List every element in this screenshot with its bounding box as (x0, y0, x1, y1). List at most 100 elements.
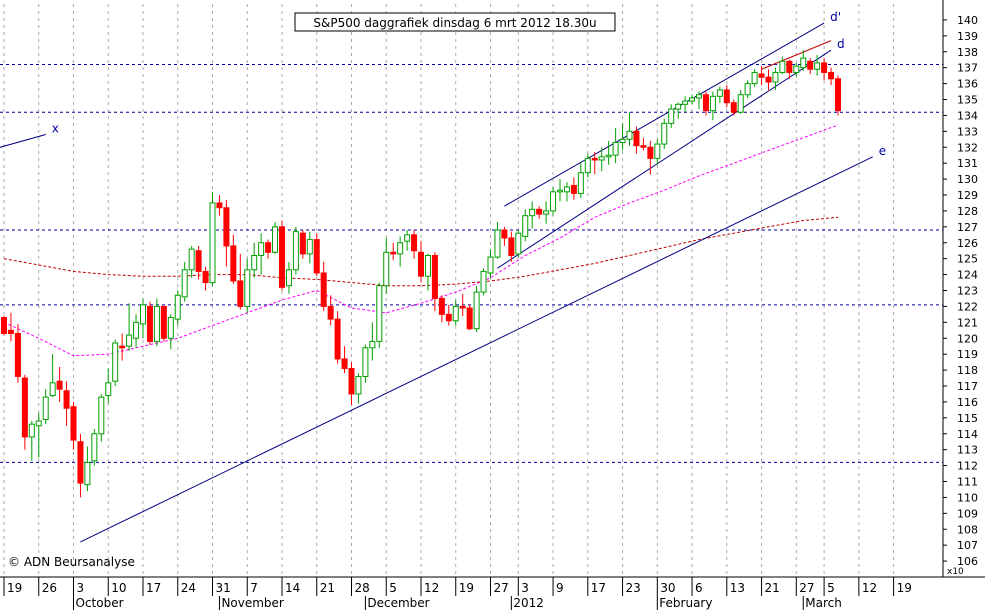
trendline-e (80, 156, 873, 543)
y-multiplier-label: x10 (947, 567, 964, 577)
candle-body (7, 329, 14, 334)
y-tick-label: 137 (957, 62, 978, 75)
y-tick-label: 134 (957, 109, 978, 122)
candle-body (807, 60, 814, 70)
y-tick-label: 136 (957, 78, 978, 91)
candle-body (362, 347, 369, 377)
candle-body (765, 76, 772, 83)
y-tick-label: 132 (957, 141, 978, 154)
candle-body (279, 226, 285, 288)
y-tick-label: 116 (957, 396, 978, 409)
candle-body (814, 62, 821, 70)
candle-body (251, 254, 258, 271)
chart-title-box (294, 12, 616, 32)
candle-body (563, 186, 570, 193)
candle-body (126, 334, 133, 347)
month-label: 2012 (513, 596, 544, 610)
y-tick-label: 125 (957, 253, 978, 266)
candle-body (244, 269, 251, 307)
candle-body (828, 71, 835, 80)
horizontal-support-resistance-lines (0, 63, 943, 463)
candle-body (306, 239, 313, 255)
candle-body (431, 254, 438, 299)
y-tick-label: 106 (957, 555, 978, 568)
candle-body (411, 234, 418, 252)
candle-body (779, 60, 786, 73)
candle-body (188, 248, 195, 271)
candle-body (56, 380, 63, 390)
y-tick-label: 127 (957, 221, 978, 234)
x-tick-label: 17 (146, 581, 161, 595)
candle-body (174, 294, 181, 320)
candle-body (689, 97, 696, 102)
candle-body (668, 108, 675, 124)
candle-body (230, 245, 237, 282)
x-tick-label: 10 (111, 581, 126, 595)
candle-body (835, 78, 841, 112)
candle-body (202, 270, 209, 284)
month-label: November (221, 596, 283, 610)
candle-body (355, 375, 362, 395)
month-label: October (76, 596, 124, 610)
trendlines: x e d' d (0, 10, 886, 543)
candle-body (63, 390, 70, 409)
x-tick-label: 19 (897, 581, 912, 595)
candle-body (800, 57, 807, 69)
candle-body (702, 94, 709, 112)
candle-body (299, 232, 306, 255)
candle-body (119, 345, 126, 349)
candle-body (473, 291, 480, 330)
candle-body (598, 156, 605, 161)
candle-body (292, 231, 299, 271)
candle-body (786, 60, 793, 73)
candle-body (570, 184, 577, 194)
moving-average-long (3, 216, 839, 287)
x-tick-label: 5 (389, 581, 397, 595)
candle-body (383, 251, 390, 287)
candle-body (77, 441, 84, 484)
x-tick-label: 24 (181, 581, 196, 595)
candle-body (737, 94, 744, 113)
y-tick-label: 115 (957, 412, 978, 425)
candle-body (640, 145, 647, 148)
x-tick-label: 31 (216, 581, 231, 595)
candle-body (445, 313, 452, 322)
x-tick-label: 26 (42, 581, 57, 595)
candle-body (146, 305, 153, 342)
y-tick-label: 107 (957, 539, 978, 552)
candle-body (751, 71, 758, 85)
labels: S&P500 daggrafiek dinsdag 6 mrt 2012 18.… (8, 12, 964, 577)
y-tick-label: 128 (957, 205, 978, 218)
candle-body (181, 269, 188, 298)
candle-body (390, 251, 397, 255)
candle-body (285, 269, 292, 287)
candle-body (348, 367, 355, 395)
candle-body (14, 332, 21, 377)
candle-body (133, 321, 140, 339)
x-tick-label: 19 (459, 581, 474, 595)
y-tick-label: 133 (957, 125, 978, 138)
y-tick-label: 111 (957, 476, 978, 489)
candle-body (209, 202, 216, 284)
candle-body (605, 154, 612, 158)
candle-body (49, 382, 56, 397)
candle-body (35, 420, 42, 427)
moving-averages (3, 124, 839, 357)
candle-body (369, 340, 376, 349)
candle-body (550, 191, 557, 212)
candle-body (341, 358, 348, 369)
trendline-red (761, 40, 832, 70)
candle-body (696, 94, 702, 99)
y-tick-label: 120 (957, 332, 978, 345)
y-tick-label: 118 (957, 364, 978, 377)
candle-body (21, 377, 28, 438)
candle-body (112, 342, 119, 382)
trendline-label: d (837, 37, 845, 51)
x-tick-label: 9 (556, 581, 564, 595)
candle-body (744, 83, 751, 96)
month-label: March (805, 596, 842, 610)
candle-body (466, 307, 473, 330)
